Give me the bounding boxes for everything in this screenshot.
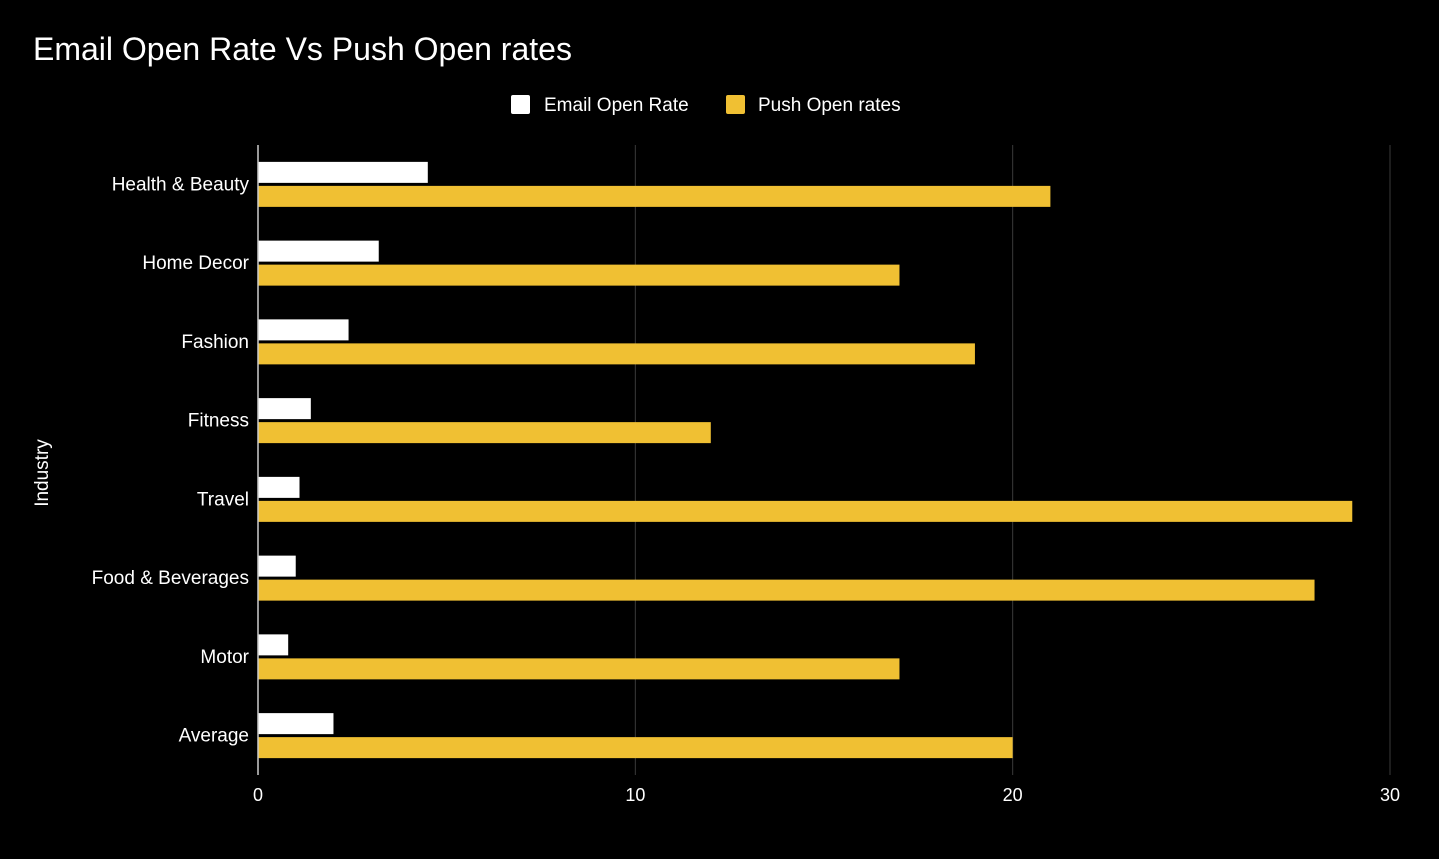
- bar-email-fashion[interactable]: [258, 319, 349, 341]
- category-label-average: Average: [179, 726, 249, 747]
- bar-push-fashion[interactable]: [258, 343, 975, 365]
- gridlines: [634, 145, 1391, 775]
- legend: Email Open Rate Push Open rates: [511, 95, 901, 116]
- bar-email-home-decor[interactable]: [258, 240, 379, 262]
- legend-label-push: Push Open rates: [758, 95, 901, 116]
- bar-email-motor[interactable]: [258, 634, 289, 656]
- chart-title: Email Open Rate Vs Push Open rates: [33, 31, 572, 67]
- category-label-food-and-beverages: Food & Beverages: [92, 568, 249, 589]
- bar-email-average[interactable]: [258, 713, 334, 735]
- y-axis-title: Industry: [32, 439, 53, 507]
- bar-email-travel[interactable]: [258, 476, 300, 498]
- legend-label-email: Email Open Rate: [544, 95, 689, 116]
- bar-email-food-and-beverages[interactable]: [258, 555, 296, 577]
- bar-push-fitness[interactable]: [258, 422, 711, 444]
- category-label-motor: Motor: [200, 647, 249, 668]
- bar-push-average[interactable]: [258, 737, 1013, 759]
- bars: [258, 161, 1353, 759]
- bar-push-health-and-beauty[interactable]: [258, 185, 1051, 207]
- bar-push-travel[interactable]: [258, 500, 1353, 522]
- category-label-fashion: Fashion: [181, 332, 249, 353]
- x-tick-label-0: 0: [253, 785, 263, 805]
- x-tick-label-20: 20: [1003, 785, 1023, 805]
- bar-push-home-decor[interactable]: [258, 264, 900, 286]
- bar-push-motor[interactable]: [258, 658, 900, 680]
- category-label-travel: Travel: [197, 489, 249, 510]
- legend-swatch-push: [726, 95, 745, 114]
- x-tick-label-30: 30: [1380, 785, 1400, 805]
- category-label-home-decor: Home Decor: [142, 253, 249, 274]
- legend-item-email[interactable]: Email Open Rate: [511, 95, 689, 116]
- legend-swatch-email: [511, 95, 530, 114]
- x-tick-labels: 0 10 20 30: [253, 785, 1400, 805]
- bar-email-fitness[interactable]: [258, 398, 311, 420]
- x-tick-label-10: 10: [625, 785, 645, 805]
- bar-email-health-and-beauty[interactable]: [258, 161, 428, 183]
- category-label-fitness: Fitness: [188, 411, 249, 432]
- bar-push-food-and-beverages[interactable]: [258, 579, 1315, 601]
- category-labels: Health & Beauty Home Decor Fashion Fitness T…: [92, 174, 250, 746]
- category-label-health-and-beauty: Health & Beauty: [112, 174, 250, 195]
- legend-item-push[interactable]: Push Open rates: [726, 95, 901, 116]
